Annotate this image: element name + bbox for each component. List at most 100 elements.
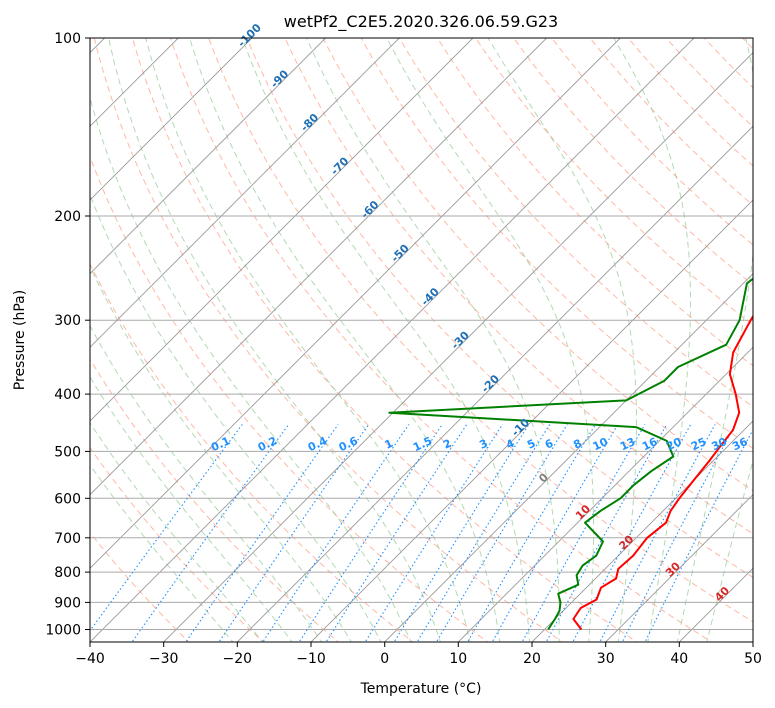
x-tick-label: 0	[380, 651, 389, 667]
isotherm-line	[310, 199, 753, 642]
isotherm-label: -20	[479, 372, 502, 395]
isotherm-line	[90, 38, 253, 201]
mixing-ratio-line	[393, 424, 530, 642]
x-tick-label: −30	[149, 651, 179, 667]
mixing-ratio-label: 25	[689, 435, 708, 453]
mixing-ratio-label: 36	[730, 435, 750, 453]
isotherm-label: -30	[449, 329, 472, 352]
dry-adiabat-line	[93, 38, 564, 642]
plot-frame	[89, 37, 754, 643]
x-tick-label: 50	[744, 651, 762, 667]
isotherm-line	[90, 38, 474, 422]
mixing-ratio-label: 13	[618, 435, 637, 453]
moist-adiabat-line	[676, 38, 753, 642]
y-tick-label: 1000	[45, 623, 81, 639]
profile-series	[388, 277, 753, 631]
x-tick-label: −40	[75, 651, 105, 667]
dry-adiabat-line	[246, 38, 753, 578]
y-tick-label: 100	[54, 31, 81, 47]
y-tick-label: 200	[54, 209, 81, 225]
mixing-ratio-label: 4	[504, 437, 517, 452]
mixing-ratio-line	[90, 424, 243, 632]
isotherm-line	[90, 38, 548, 496]
dry-adiabat-line	[90, 262, 414, 642]
mixing-ratio-label: 20	[664, 435, 684, 453]
mixing-ratio-line	[131, 424, 290, 642]
isotherm-label: -80	[298, 111, 321, 134]
moist-adiabat-line	[90, 421, 264, 642]
x-tick-label: 30	[597, 651, 615, 667]
mixing-ratio-line	[262, 424, 410, 642]
isotherm-label: -60	[358, 198, 381, 221]
moist-adiabat-line	[90, 463, 234, 642]
x-tick-label: 40	[670, 651, 688, 667]
mixing-ratio-label: 5	[525, 437, 537, 452]
dry-adiabat-line	[513, 38, 753, 286]
isotherm-line	[457, 346, 753, 642]
mixing-ratio-label: 10	[591, 435, 611, 453]
dry-adiabat-line	[284, 38, 753, 535]
isotherm-label: -70	[328, 154, 351, 177]
y-tick-label: 400	[54, 387, 81, 403]
mixing-ratio-line	[218, 424, 370, 642]
x-tick-label: −10	[296, 651, 326, 667]
y-tick-label: 500	[54, 444, 81, 460]
mixing-ratio-line	[545, 424, 668, 642]
isotherm-label: -40	[419, 285, 442, 308]
chart-title: wetPf2_C2E5.2020.326.06.59.G23	[284, 12, 558, 32]
dry-adiabat-line	[322, 38, 753, 492]
x-axis-label: Temperature (°C)	[360, 681, 482, 697]
y-tick-label: 300	[54, 313, 81, 329]
mixing-ratio-line	[491, 424, 619, 642]
moist-adiabat-line	[613, 38, 691, 642]
y-tick-label: 700	[54, 531, 81, 547]
moist-adiabat-line	[90, 193, 382, 642]
mixing-ratio-line	[644, 428, 753, 642]
x-tick-label: −20	[223, 651, 253, 667]
mixing-ratio-label: 3	[477, 437, 489, 452]
isotherm-line	[383, 272, 753, 642]
mixing-ratio-line	[466, 424, 596, 642]
moist-adiabat-label: 30	[663, 559, 683, 579]
dewpoint-line	[388, 277, 753, 631]
background-lines	[90, 25, 775, 645]
mixing-ratio-line	[572, 424, 692, 642]
mixing-ratio-line	[621, 424, 736, 642]
y-axis-label: Pressure (hPa)	[12, 290, 28, 390]
dry-adiabat-line	[90, 155, 489, 642]
moist-adiabat-line	[90, 324, 323, 642]
isotherm-line	[90, 38, 327, 275]
isotherm-line	[162, 51, 753, 642]
moist-adiabat-label: 20	[616, 532, 636, 552]
dry-adiabat-line	[551, 38, 753, 246]
dry-adiabat-line	[741, 38, 753, 50]
isotherm-line	[604, 493, 753, 642]
dry-adiabat-line	[589, 38, 753, 206]
isotherm-line	[236, 125, 753, 642]
y-tick-label: 600	[54, 491, 81, 507]
moist-adiabat-label: 40	[712, 584, 732, 604]
mixing-ratio-line	[599, 424, 716, 642]
mixing-ratio-line	[185, 424, 339, 642]
temperature-line	[572, 314, 753, 631]
isotherm-line	[90, 38, 695, 642]
mixing-ratio-line	[435, 424, 568, 642]
y-axis-ticks: 100 200 300 400 500 600 700 800 900 1000	[45, 31, 90, 639]
mixing-ratio-line	[416, 424, 551, 642]
mixing-ratio-label: 30	[710, 435, 730, 453]
moist-adiabat-line	[306, 38, 560, 642]
dry-adiabat-line	[475, 38, 753, 326]
x-axis-ticks: −40 −30 −20 −10 0 10 20 30 40 50	[75, 642, 762, 667]
dry-adiabat-line	[90, 446, 265, 642]
isotherm-label: -50	[389, 241, 412, 264]
mixing-ratio-label: 2	[441, 437, 453, 452]
moist-adiabat-line	[90, 95, 412, 642]
dry-adiabat-line	[665, 38, 753, 128]
mixing-ratio-label: 16	[640, 435, 660, 453]
dry-adiabat-line	[768, 25, 775, 645]
x-tick-label: 10	[449, 651, 467, 667]
mixing-ratio-line	[521, 424, 646, 642]
dry-adiabat-line	[436, 38, 753, 367]
